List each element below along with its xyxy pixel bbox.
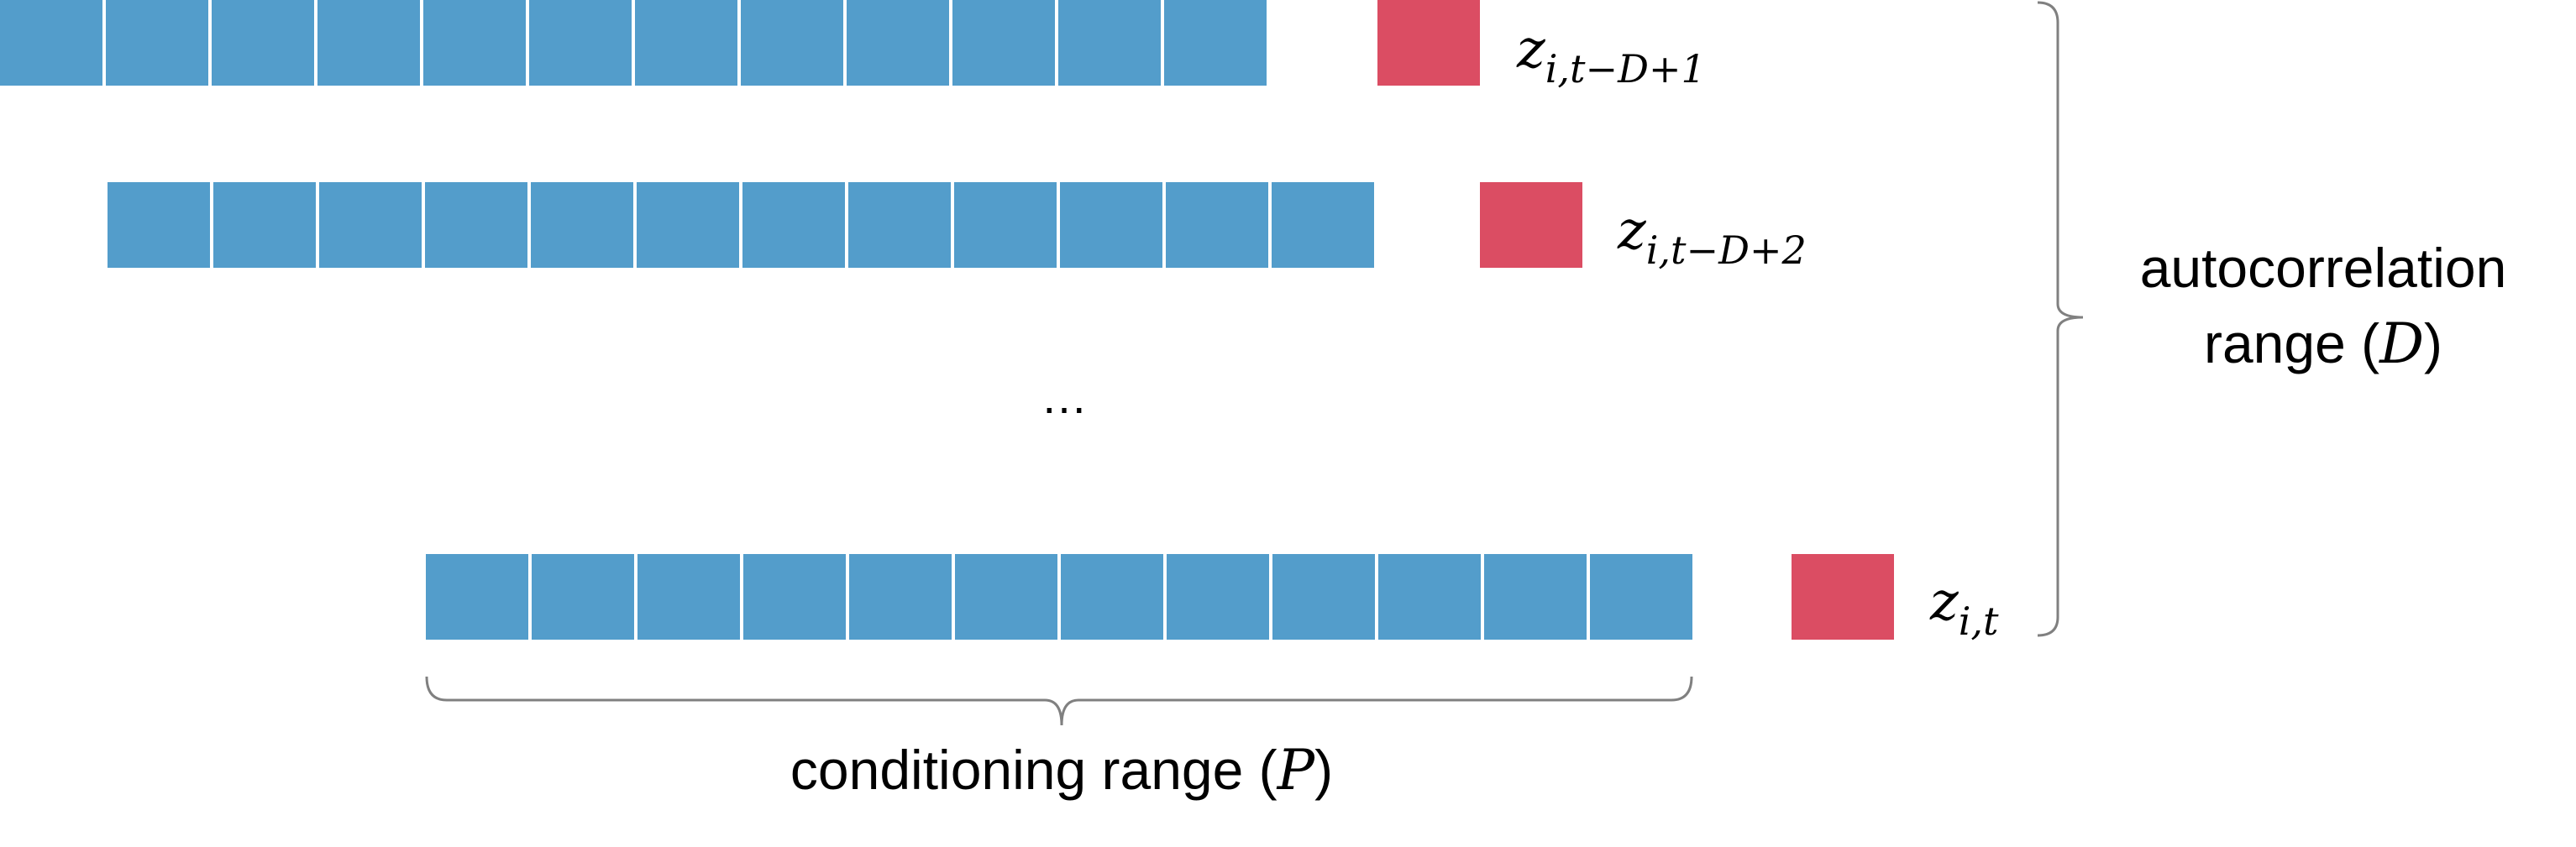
row-second-cell (319, 182, 422, 268)
row-first-sequence (0, 0, 1267, 86)
row-first-cell (106, 0, 208, 86)
target-cell-first (1377, 0, 1480, 86)
row-first-cell (635, 0, 737, 86)
row-first-cell (1058, 0, 1161, 86)
row-second-cell (742, 182, 845, 268)
conditioning-brace (425, 676, 1693, 726)
row-last-cell (743, 554, 846, 640)
target-cell-last (1792, 554, 1894, 640)
row-first-cell (423, 0, 526, 86)
row-second-cell (1166, 182, 1268, 268)
row-last-cell (849, 554, 952, 640)
row-second-sequence (108, 182, 1374, 268)
row-last-sequence (426, 554, 1692, 640)
row-last-cell (1167, 554, 1269, 640)
row-first-cell (952, 0, 1055, 86)
row-second-cell (954, 182, 1057, 268)
row-second-cell (848, 182, 951, 268)
row-first-cell (741, 0, 843, 86)
row-first-cell (212, 0, 314, 86)
target-label-last: zi,t (1929, 571, 1999, 644)
conditioning-label: conditioning range (P) (790, 738, 1333, 803)
ellipsis: … (1041, 370, 1088, 423)
autocorrelation-label-line1: autocorrelation (2140, 237, 2507, 299)
row-second-cell (1272, 182, 1374, 268)
row-first-cell (317, 0, 420, 86)
target-cell-second (1480, 182, 1582, 268)
row-first-cell (0, 0, 102, 86)
row-second-cell (1060, 182, 1162, 268)
row-second-cell (108, 182, 210, 268)
row-last-cell (1061, 554, 1163, 640)
row-last-cell (955, 554, 1057, 640)
target-label-second: zi,t−D+2 (1617, 200, 1807, 273)
row-second-cell (637, 182, 739, 268)
row-last-cell (1272, 554, 1375, 640)
row-second-cell (425, 182, 527, 268)
row-second-cell (213, 182, 316, 268)
row-last-cell (1590, 554, 1692, 640)
row-last-cell (1378, 554, 1481, 640)
target-label-first: zi,t−D+1 (1516, 18, 1706, 91)
row-first-cell (847, 0, 949, 86)
row-last-cell (426, 554, 528, 640)
row-last-cell (532, 554, 634, 640)
autocorrelation-label-line2: range (D) (2204, 311, 2442, 376)
row-last-cell (637, 554, 740, 640)
row-last-cell (1484, 554, 1587, 640)
row-first-cell (1164, 0, 1267, 86)
autocorrelation-brace (2037, 1, 2084, 637)
row-second-cell (531, 182, 633, 268)
row-first-cell (529, 0, 632, 86)
